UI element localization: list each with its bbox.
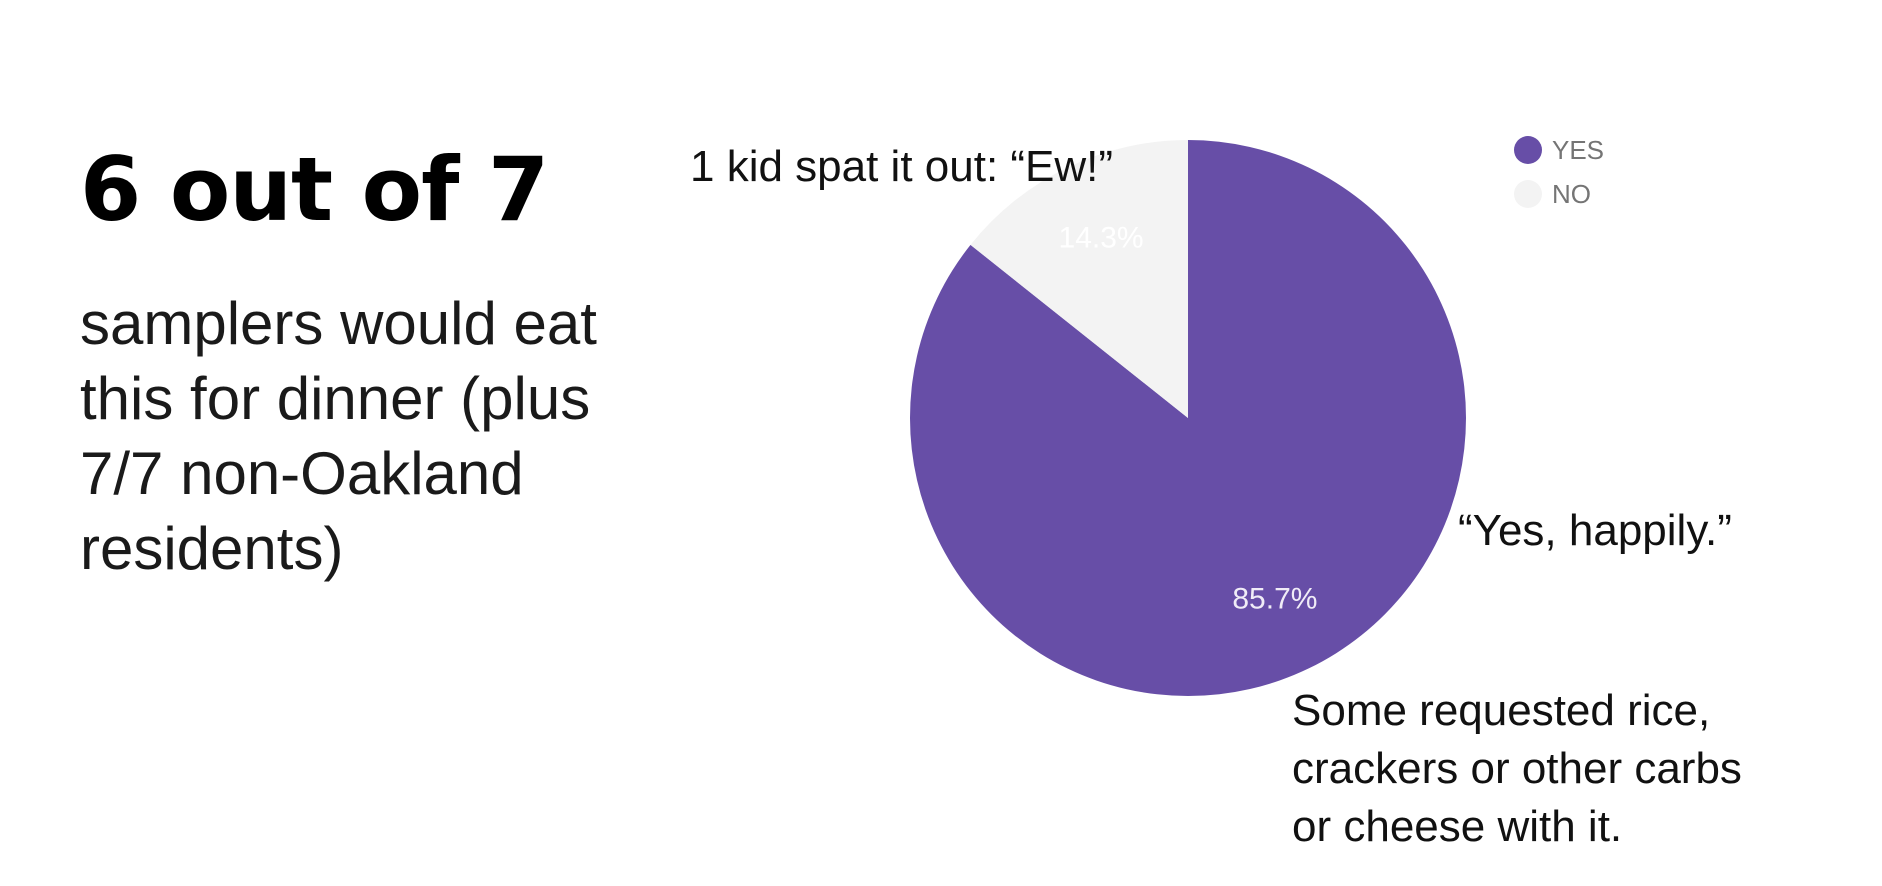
- headline: 6 out of 7: [80, 138, 549, 241]
- pie-slice-yes: [910, 140, 1466, 697]
- annotation-yes-happily: “Yes, happily.”: [1458, 506, 1732, 555]
- annotation-ew: 1 kid spat it out: “Ew!”: [690, 142, 1114, 191]
- legend-label-no: NO: [1552, 179, 1591, 209]
- legend-marker-yes: [1514, 136, 1542, 164]
- slice-label-no: 14.3%: [1059, 222, 1144, 255]
- annotation-rice-request: Some requested rice, crackers or other c…: [1292, 682, 1742, 856]
- legend-label-yes: YES: [1552, 135, 1604, 165]
- subtext: samplers would eat this for dinner (plus…: [80, 290, 597, 582]
- slice-label-yes: 85.7%: [1232, 582, 1317, 615]
- annotation-rice-line: Some requested rice,: [1292, 686, 1711, 735]
- annotation-rice-line: crackers or other carbs: [1292, 744, 1742, 793]
- legend-marker-no: [1514, 180, 1542, 208]
- pie-slice-no: [970, 140, 1188, 418]
- annotation-rice-line: or cheese with it.: [1292, 802, 1623, 851]
